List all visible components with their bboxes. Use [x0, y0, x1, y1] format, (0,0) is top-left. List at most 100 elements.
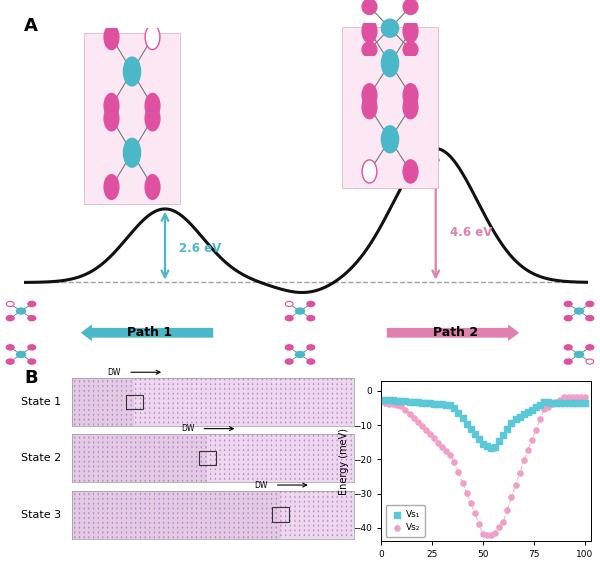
- Circle shape: [28, 301, 35, 306]
- Circle shape: [586, 316, 593, 321]
- Circle shape: [16, 351, 26, 358]
- Vs₁: [470, 429, 479, 438]
- Text: 4.6 eV: 4.6 eV: [450, 226, 492, 239]
- Vs₁: [478, 440, 488, 449]
- Vs₁: [462, 419, 472, 428]
- Circle shape: [307, 316, 314, 321]
- Vs₁: [547, 398, 557, 407]
- Vs₂: [531, 425, 541, 434]
- Vs₁: [519, 410, 529, 419]
- Vs₁: [417, 398, 427, 407]
- Vs₁: [397, 396, 406, 406]
- Text: B: B: [24, 369, 38, 387]
- Circle shape: [403, 19, 418, 43]
- Vs₂: [474, 519, 484, 528]
- Vs₁: [511, 415, 520, 424]
- Bar: [125, 395, 143, 409]
- Vs₂: [392, 400, 402, 409]
- Vs₂: [466, 499, 476, 508]
- Vs₂: [535, 415, 545, 424]
- Vs₂: [413, 417, 422, 426]
- Circle shape: [145, 175, 160, 199]
- Vs₂: [519, 456, 529, 465]
- Circle shape: [565, 359, 572, 364]
- Vs₁: [454, 409, 463, 418]
- Vs₂: [454, 468, 463, 477]
- Circle shape: [403, 95, 418, 119]
- Circle shape: [362, 160, 377, 183]
- Text: DW: DW: [254, 481, 268, 490]
- Vs₂: [527, 435, 536, 444]
- Circle shape: [565, 316, 572, 321]
- Vs₁: [392, 396, 402, 405]
- Vs₁: [499, 430, 508, 439]
- Vs₂: [425, 430, 435, 439]
- Circle shape: [145, 94, 160, 118]
- Vs₂: [417, 422, 427, 431]
- Circle shape: [104, 25, 119, 50]
- Text: DW: DW: [107, 368, 121, 377]
- Vs₁: [458, 414, 467, 423]
- Vs₁: [515, 412, 524, 421]
- Vs₁: [401, 396, 410, 406]
- Legend: Vs₁, Vs₂: Vs₁, Vs₂: [386, 505, 425, 537]
- Circle shape: [382, 19, 398, 37]
- Vs₁: [490, 442, 500, 451]
- Vs₂: [572, 393, 581, 402]
- Circle shape: [104, 94, 119, 118]
- FancyBboxPatch shape: [343, 27, 437, 187]
- Vs₁: [466, 424, 476, 433]
- Vs₁: [380, 395, 390, 404]
- FancyArrowPatch shape: [81, 324, 213, 341]
- Text: DW: DW: [181, 424, 194, 433]
- Vs₂: [470, 509, 479, 518]
- Vs₂: [478, 530, 488, 539]
- Vs₁: [564, 398, 574, 407]
- Vs₂: [401, 406, 410, 415]
- Circle shape: [28, 345, 35, 350]
- Vs₂: [446, 451, 455, 460]
- Circle shape: [7, 359, 14, 364]
- Text: Path 1: Path 1: [127, 326, 173, 340]
- Circle shape: [403, 83, 418, 107]
- Vs₂: [429, 434, 439, 443]
- Vs₁: [482, 442, 492, 451]
- Vs₂: [433, 438, 443, 447]
- Circle shape: [104, 175, 119, 199]
- Circle shape: [403, 42, 418, 58]
- Circle shape: [307, 301, 314, 306]
- Vs₁: [572, 398, 581, 407]
- Vs₂: [560, 393, 569, 402]
- Vs₂: [462, 488, 472, 497]
- Vs₁: [474, 434, 484, 443]
- Bar: [72, 434, 208, 482]
- Y-axis label: Energy (meV): Energy (meV): [339, 428, 349, 495]
- Text: Path 2: Path 2: [433, 326, 479, 340]
- Vs₂: [539, 404, 549, 413]
- Vs₁: [437, 400, 447, 409]
- Circle shape: [286, 345, 293, 350]
- Vs₂: [551, 398, 561, 407]
- Text: A: A: [24, 17, 38, 35]
- Vs₂: [556, 395, 565, 404]
- Vs₂: [385, 399, 394, 408]
- Vs₂: [580, 393, 590, 402]
- Vs₁: [429, 399, 439, 408]
- Circle shape: [307, 359, 314, 364]
- Vs₂: [482, 530, 492, 539]
- Bar: [272, 508, 289, 522]
- Vs₁: [539, 398, 549, 407]
- Vs₁: [449, 404, 459, 413]
- Vs₁: [523, 407, 533, 416]
- Vs₁: [405, 397, 415, 406]
- Vs₂: [397, 401, 406, 410]
- Vs₂: [388, 400, 398, 409]
- Vs₁: [446, 400, 455, 409]
- Vs₁: [486, 444, 496, 453]
- Vs₁: [494, 436, 504, 445]
- Circle shape: [28, 359, 35, 364]
- Circle shape: [124, 138, 140, 167]
- Vs₁: [421, 398, 431, 407]
- Circle shape: [362, 95, 377, 119]
- Circle shape: [362, 19, 377, 43]
